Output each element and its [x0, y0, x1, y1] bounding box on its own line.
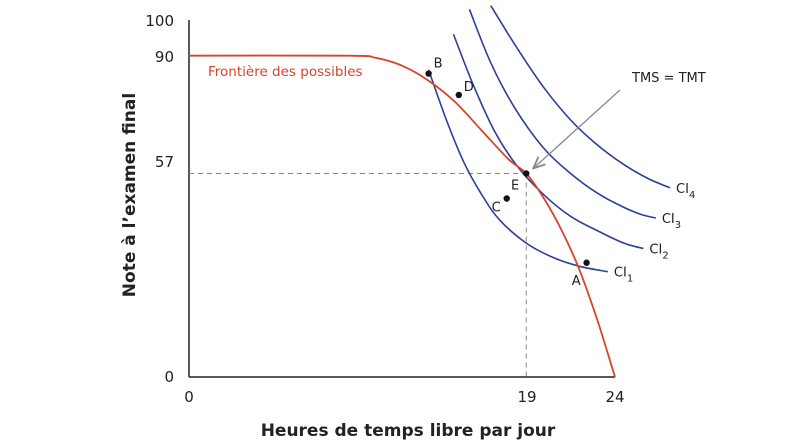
point-label-A: A [572, 274, 581, 289]
point-label-C: C [492, 201, 501, 216]
point-D [455, 91, 462, 99]
indifference-curve-label-1: CI1 [614, 266, 633, 285]
x-tick-label-19: 19 [517, 388, 536, 406]
indifference-curve-label-3: CI3 [662, 212, 681, 231]
point-label-D: D [464, 80, 474, 95]
point-B [425, 70, 432, 77]
frontier-line [188, 54, 616, 378]
indifference-curve-3 [468, 9, 657, 219]
indifference-curve-label-4: CI4 [676, 182, 695, 201]
y-tick-label-57: 57 [155, 153, 174, 171]
x-tick-label-0: 0 [184, 388, 194, 406]
indifference-curve-4 [490, 5, 671, 189]
annotation-arrow [534, 89, 621, 168]
point-C [503, 195, 510, 202]
y-axis-title: Note à l’examen final [120, 93, 140, 297]
point-E [523, 170, 530, 177]
point-A [583, 259, 590, 266]
y-tick-label-0: 0 [164, 368, 174, 386]
frontier-label: Frontière des possibles [208, 64, 363, 80]
point-label-B: B [434, 57, 443, 72]
indifference-curve-1 [427, 69, 609, 273]
x-tick-label-24: 24 [605, 388, 624, 406]
y-tick-label-100: 100 [145, 12, 174, 30]
x-axis-title: Heures de temps libre par jour [261, 421, 556, 441]
indifference-curve-label-2: CI2 [649, 242, 668, 261]
point-label-E: E [511, 179, 519, 194]
y-tick-label-90: 90 [155, 48, 174, 66]
indifference-curve-2 [452, 34, 644, 250]
annotation-label: TMS = TMT [631, 71, 706, 86]
